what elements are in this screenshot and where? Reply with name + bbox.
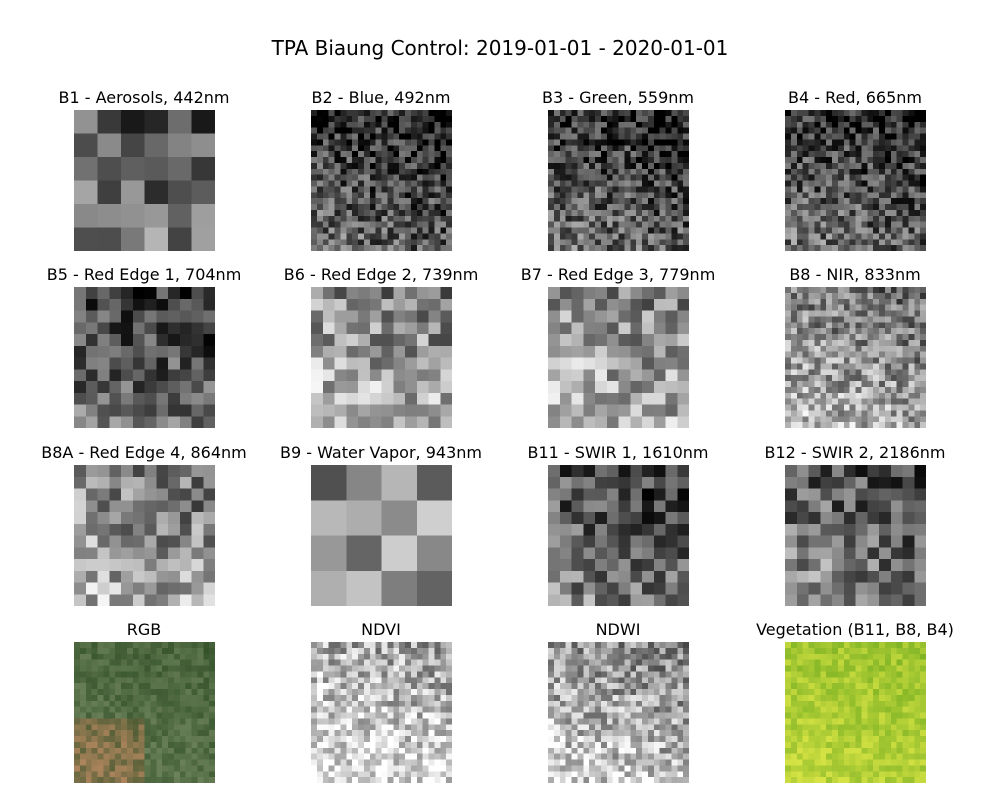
band-image bbox=[310, 110, 452, 251]
band-image bbox=[73, 287, 215, 428]
panel-title: B2 - Blue, 492nm bbox=[311, 88, 451, 107]
band-panel: B9 - Water Vapor, 943nm bbox=[271, 443, 491, 606]
band-panel: B7 - Red Edge 3, 779nm bbox=[508, 265, 728, 428]
panel-title: RGB bbox=[126, 620, 162, 639]
panel-title: B7 - Red Edge 3, 779nm bbox=[520, 265, 716, 284]
figure-title: TPA Biaung Control: 2019-01-01 - 2020-01… bbox=[271, 36, 729, 60]
panel-title: NDWI bbox=[595, 620, 641, 639]
band-panel: B2 - Blue, 492nm bbox=[271, 88, 491, 251]
band-panel: B3 - Green, 559nm bbox=[508, 88, 728, 251]
band-image bbox=[784, 287, 926, 428]
band-image bbox=[547, 642, 689, 783]
band-image bbox=[784, 642, 926, 783]
band-image bbox=[547, 287, 689, 428]
band-image bbox=[310, 287, 452, 428]
panel-title: B9 - Water Vapor, 943nm bbox=[280, 443, 482, 462]
band-image bbox=[73, 110, 215, 251]
band-image bbox=[784, 465, 926, 606]
panel-title: Vegetation (B11, B8, B4) bbox=[756, 620, 954, 639]
band-image bbox=[547, 110, 689, 251]
panel-title: NDVI bbox=[361, 620, 401, 639]
band-image bbox=[310, 465, 452, 606]
panel-title: B8 - NIR, 833nm bbox=[789, 265, 921, 284]
band-image bbox=[784, 110, 926, 251]
band-image bbox=[73, 642, 215, 783]
panel-title: B11 - SWIR 1, 1610nm bbox=[527, 443, 709, 462]
panel-title: B3 - Green, 559nm bbox=[542, 88, 694, 107]
band-panel: B8 - NIR, 833nm bbox=[745, 265, 965, 428]
band-panel: Vegetation (B11, B8, B4) bbox=[745, 620, 965, 783]
band-panel: B5 - Red Edge 1, 704nm bbox=[34, 265, 254, 428]
panel-title: B12 - SWIR 2, 2186nm bbox=[764, 443, 946, 462]
band-panel: B8A - Red Edge 4, 864nm bbox=[34, 443, 254, 606]
band-panel: B12 - SWIR 2, 2186nm bbox=[745, 443, 965, 606]
band-image bbox=[547, 465, 689, 606]
panel-title: B8A - Red Edge 4, 864nm bbox=[41, 443, 247, 462]
band-image bbox=[73, 465, 215, 606]
band-panel: B6 - Red Edge 2, 739nm bbox=[271, 265, 491, 428]
panel-title: B4 - Red, 665nm bbox=[788, 88, 922, 107]
band-panel: NDVI bbox=[271, 620, 491, 783]
band-panel: B4 - Red, 665nm bbox=[745, 88, 965, 251]
panel-title: B6 - Red Edge 2, 739nm bbox=[283, 265, 479, 284]
band-panel: B1 - Aerosols, 442nm bbox=[34, 88, 254, 251]
band-panel: RGB bbox=[34, 620, 254, 783]
panel-title: B5 - Red Edge 1, 704nm bbox=[46, 265, 242, 284]
band-panel: NDWI bbox=[508, 620, 728, 783]
band-panel: B11 - SWIR 1, 1610nm bbox=[508, 443, 728, 606]
panel-title: B1 - Aerosols, 442nm bbox=[58, 88, 230, 107]
band-image bbox=[310, 642, 452, 783]
